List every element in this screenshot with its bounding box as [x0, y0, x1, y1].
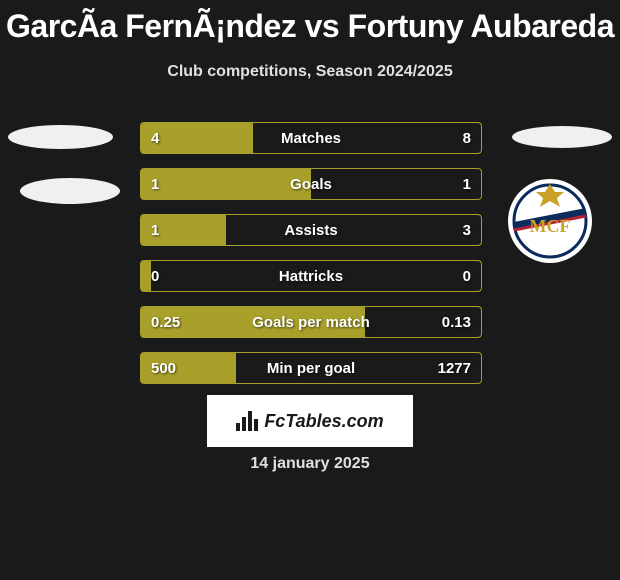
stats-bars: 4Matches81Goals11Assists30Hattricks00.25…: [140, 122, 482, 398]
stat-label: Assists: [141, 215, 481, 245]
stat-bar: 1Assists3: [140, 214, 482, 246]
stat-right-value: 0: [463, 261, 471, 291]
stat-label: Hattricks: [141, 261, 481, 291]
real-madrid-icon: MCF: [500, 178, 600, 264]
stat-bar: 1Goals1: [140, 168, 482, 200]
page-title: GarcÃ­a FernÃ¡ndez vs Fortuny Aubareda: [0, 0, 620, 45]
stat-bar: 4Matches8: [140, 122, 482, 154]
stat-right-value: 1: [463, 169, 471, 199]
stat-bar: 0Hattricks0: [140, 260, 482, 292]
stat-label: Matches: [141, 123, 481, 153]
player-badge-left-top: [8, 125, 113, 149]
stat-bar: 500Min per goal1277: [140, 352, 482, 384]
subtitle: Club competitions, Season 2024/2025: [0, 45, 620, 81]
stat-label: Min per goal: [141, 353, 481, 383]
fctables-label: FcTables.com: [264, 411, 383, 432]
stat-label: Goals: [141, 169, 481, 199]
stat-label: Goals per match: [141, 307, 481, 337]
player-badge-left-mid: [20, 178, 120, 204]
stat-right-value: 8: [463, 123, 471, 153]
player-badge-right-top: [512, 126, 612, 148]
fctables-watermark: FcTables.com: [207, 395, 413, 447]
bar-chart-icon: [236, 411, 258, 431]
stat-right-value: 1277: [438, 353, 471, 383]
stat-right-value: 0.13: [442, 307, 471, 337]
stat-bar: 0.25Goals per match0.13: [140, 306, 482, 338]
club-badge: MCF: [500, 178, 600, 264]
date-label: 14 january 2025: [0, 455, 620, 473]
svg-text:MCF: MCF: [530, 216, 571, 236]
stat-right-value: 3: [463, 215, 471, 245]
